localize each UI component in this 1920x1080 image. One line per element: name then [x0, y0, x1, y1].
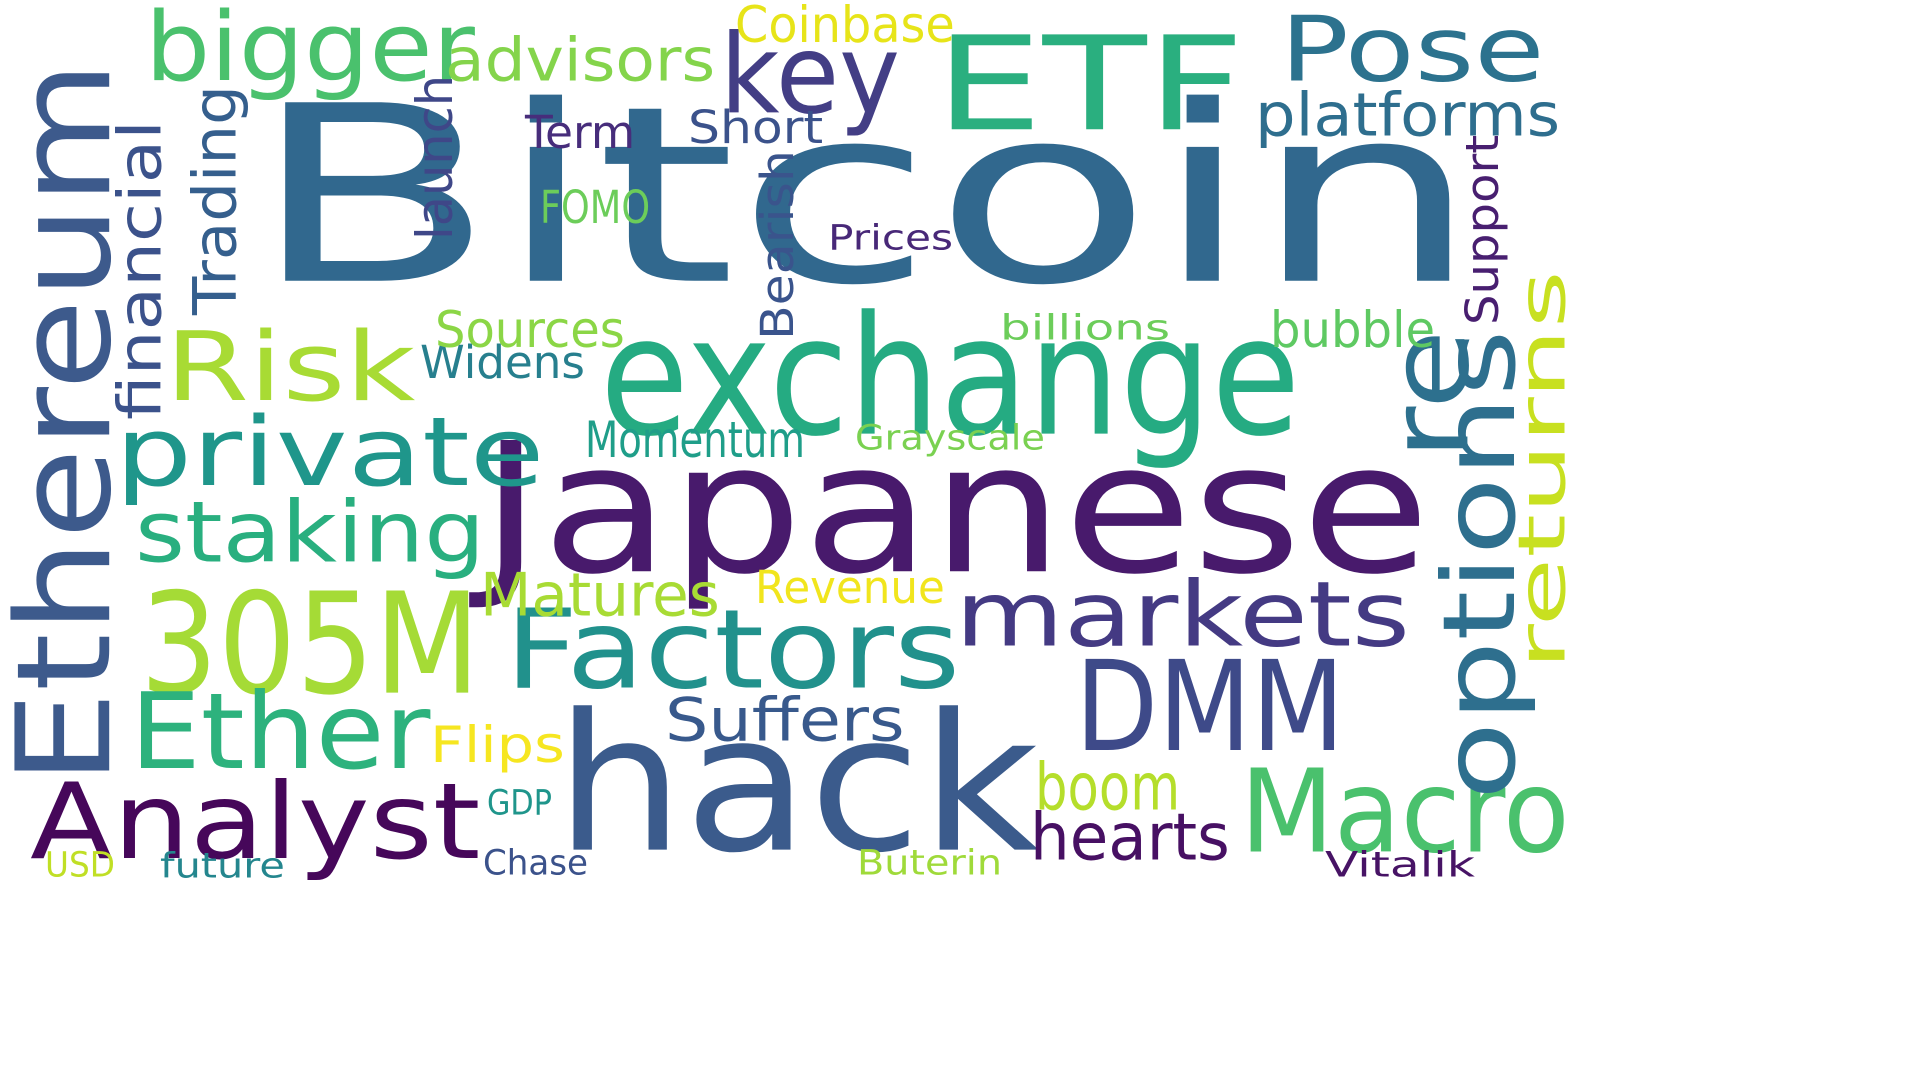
word-widens: Widens: [420, 335, 585, 389]
word-revenue: Revenue: [755, 560, 945, 614]
word-macro: Macro: [1240, 744, 1570, 880]
word-bubble: bubble: [1270, 300, 1436, 359]
word-bigger: bigger: [145, 0, 475, 103]
word-hack: hack: [555, 672, 1040, 896]
word-platforms: platforms: [1255, 79, 1561, 150]
word-etf: ETF: [935, 8, 1245, 161]
word-ether: Ether: [130, 670, 431, 794]
word-grayscale: Grayscale: [855, 416, 1045, 458]
word-sources: Sources: [435, 300, 625, 359]
word-risk: Risk: [165, 311, 416, 423]
word-coinbase: Coinbase: [735, 0, 955, 54]
word-fomo: FOMO: [540, 180, 651, 234]
word-buterin: Buterin: [857, 841, 1002, 883]
word-bitcoin: Bitcoin: [250, 52, 1480, 340]
word-billions: billions: [1000, 306, 1171, 348]
word-flips: Flips: [430, 715, 565, 774]
word-gdp: GDP: [487, 781, 552, 823]
word-usd: USD: [45, 843, 115, 885]
word-exchange: exchange: [600, 280, 1301, 474]
word-future: future: [160, 844, 285, 886]
word-305m: 305M: [140, 562, 481, 727]
word-returns: returns: [1504, 270, 1581, 670]
word-japanese: Japanese: [480, 403, 1431, 615]
word-markets: markets: [955, 561, 1410, 668]
word-hearts: hearts: [1030, 799, 1230, 876]
word-financial: financial: [104, 120, 175, 420]
word-private: private: [115, 396, 545, 508]
word-key: key: [720, 10, 901, 139]
word-vitalik: Vitalik: [1325, 843, 1475, 885]
word-support: Support: [1455, 134, 1509, 325]
word-chase: Chase: [483, 841, 589, 883]
word-short: Short: [688, 100, 824, 154]
word-bearish: Bearish: [750, 150, 804, 340]
word-launch: launch: [405, 74, 465, 240]
word-factors: Factors: [505, 585, 961, 714]
word-boom: boom: [1035, 749, 1181, 826]
word-term: Term: [525, 105, 636, 159]
word-trading: Trading: [179, 85, 250, 315]
word-matures: Matures: [480, 559, 720, 630]
word-pose: Pose: [1280, 0, 1545, 103]
word-analyst: Analyst: [30, 760, 481, 884]
word-suffers: Suffers: [665, 684, 905, 755]
word-staking: staking: [135, 482, 486, 582]
word-prices: Prices: [828, 216, 954, 258]
word-advisors: advisors: [445, 24, 716, 95]
word-dmm: DMM: [1075, 633, 1345, 780]
word-momentum: Momentum: [585, 410, 805, 469]
